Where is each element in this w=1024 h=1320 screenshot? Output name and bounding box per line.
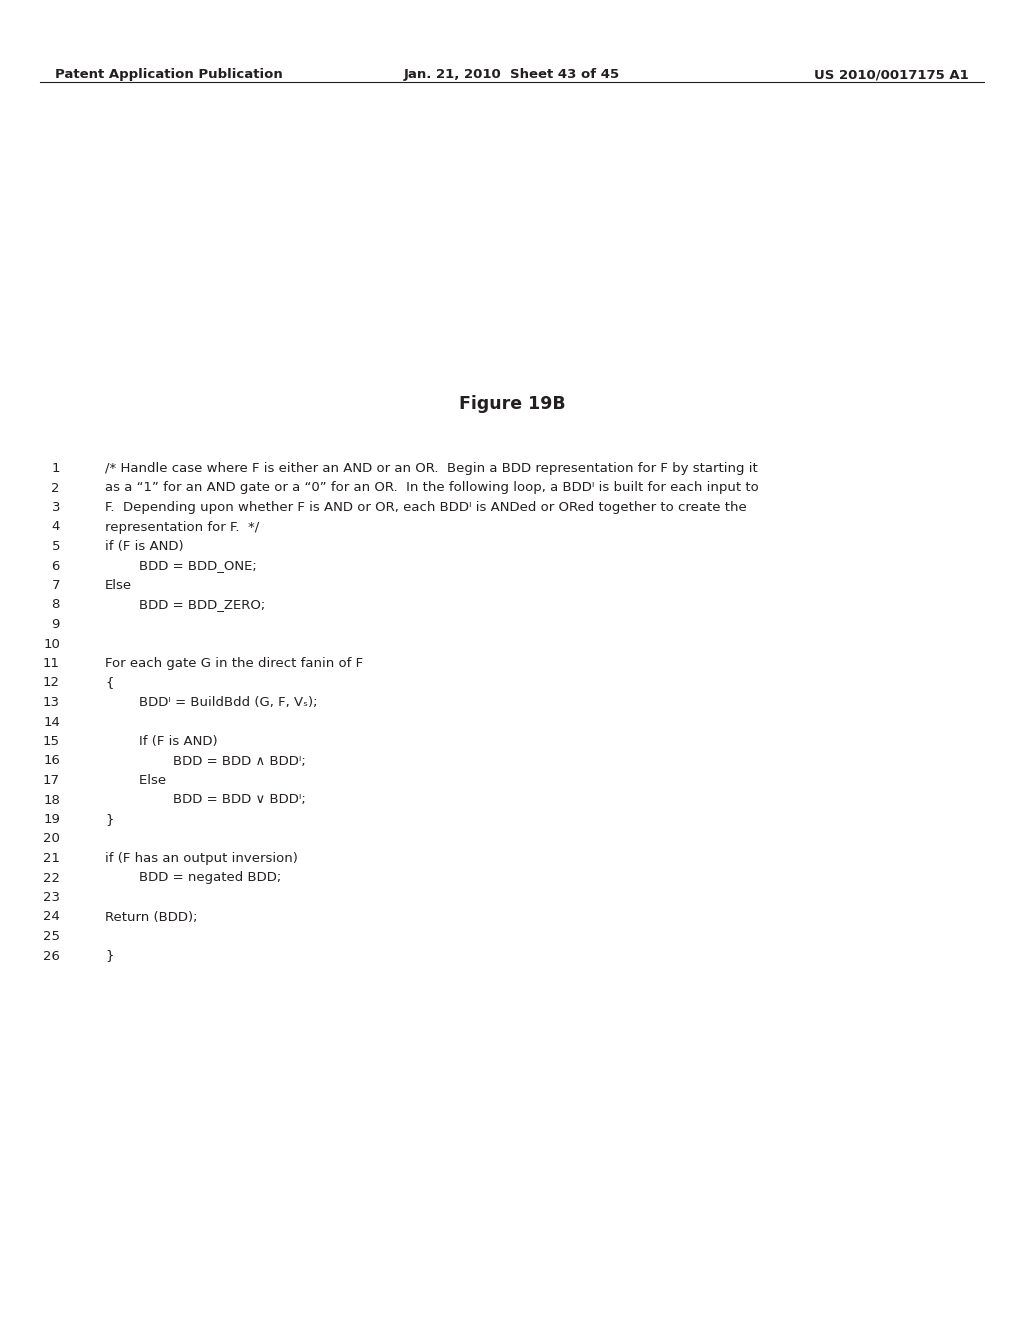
Text: 9: 9 bbox=[51, 618, 60, 631]
Text: Patent Application Publication: Patent Application Publication bbox=[55, 69, 283, 81]
Text: 14: 14 bbox=[43, 715, 60, 729]
Text: 20: 20 bbox=[43, 833, 60, 846]
Text: 24: 24 bbox=[43, 911, 60, 924]
Text: if (F is AND): if (F is AND) bbox=[105, 540, 183, 553]
Text: 23: 23 bbox=[43, 891, 60, 904]
Text: If (F is AND): If (F is AND) bbox=[105, 735, 218, 748]
Text: 26: 26 bbox=[43, 949, 60, 962]
Text: {: { bbox=[105, 676, 114, 689]
Text: /* Handle case where F is either an AND or an OR.  Begin a BDD representation fo: /* Handle case where F is either an AND … bbox=[105, 462, 758, 475]
Text: 7: 7 bbox=[51, 579, 60, 591]
Text: 15: 15 bbox=[43, 735, 60, 748]
Text: Else: Else bbox=[105, 579, 132, 591]
Text: 16: 16 bbox=[43, 755, 60, 767]
Text: BDD = BDD_ONE;: BDD = BDD_ONE; bbox=[105, 560, 257, 573]
Text: 2: 2 bbox=[51, 482, 60, 495]
Text: 17: 17 bbox=[43, 774, 60, 787]
Text: Figure 19B: Figure 19B bbox=[459, 395, 565, 413]
Text: BDD = negated BDD;: BDD = negated BDD; bbox=[105, 871, 282, 884]
Text: as a “1” for an AND gate or a “0” for an OR.  In the following loop, a BDDᴵ is b: as a “1” for an AND gate or a “0” for an… bbox=[105, 482, 759, 495]
Text: 18: 18 bbox=[43, 793, 60, 807]
Text: BDD = BDD ∨ BDDᴵ;: BDD = BDD ∨ BDDᴵ; bbox=[105, 793, 306, 807]
Text: For each gate G in the direct fanin of F: For each gate G in the direct fanin of F bbox=[105, 657, 364, 671]
Text: BDD = BDD ∧ BDDᴵ;: BDD = BDD ∧ BDDᴵ; bbox=[105, 755, 306, 767]
Text: 3: 3 bbox=[51, 502, 60, 513]
Text: US 2010/0017175 A1: US 2010/0017175 A1 bbox=[814, 69, 969, 81]
Text: 1: 1 bbox=[51, 462, 60, 475]
Text: 25: 25 bbox=[43, 931, 60, 942]
Text: }: } bbox=[105, 949, 114, 962]
Text: BDDᴵ = BuildBdd (G, F, Vₛ);: BDDᴵ = BuildBdd (G, F, Vₛ); bbox=[105, 696, 317, 709]
Text: Else: Else bbox=[105, 774, 166, 787]
Text: BDD = BDD_ZERO;: BDD = BDD_ZERO; bbox=[105, 598, 265, 611]
Text: 11: 11 bbox=[43, 657, 60, 671]
Text: if (F has an output inversion): if (F has an output inversion) bbox=[105, 851, 298, 865]
Text: 12: 12 bbox=[43, 676, 60, 689]
Text: F.  Depending upon whether F is AND or OR, each BDDᴵ is ANDed or ORed together t: F. Depending upon whether F is AND or OR… bbox=[105, 502, 746, 513]
Text: }: } bbox=[105, 813, 114, 826]
Text: 4: 4 bbox=[51, 520, 60, 533]
Text: 13: 13 bbox=[43, 696, 60, 709]
Text: 5: 5 bbox=[51, 540, 60, 553]
Text: Jan. 21, 2010  Sheet 43 of 45: Jan. 21, 2010 Sheet 43 of 45 bbox=[403, 69, 621, 81]
Text: 22: 22 bbox=[43, 871, 60, 884]
Text: 8: 8 bbox=[51, 598, 60, 611]
Text: Return (BDD);: Return (BDD); bbox=[105, 911, 198, 924]
Text: representation for F.  */: representation for F. */ bbox=[105, 520, 259, 533]
Text: 19: 19 bbox=[43, 813, 60, 826]
Text: 6: 6 bbox=[51, 560, 60, 573]
Text: 21: 21 bbox=[43, 851, 60, 865]
Text: 10: 10 bbox=[43, 638, 60, 651]
